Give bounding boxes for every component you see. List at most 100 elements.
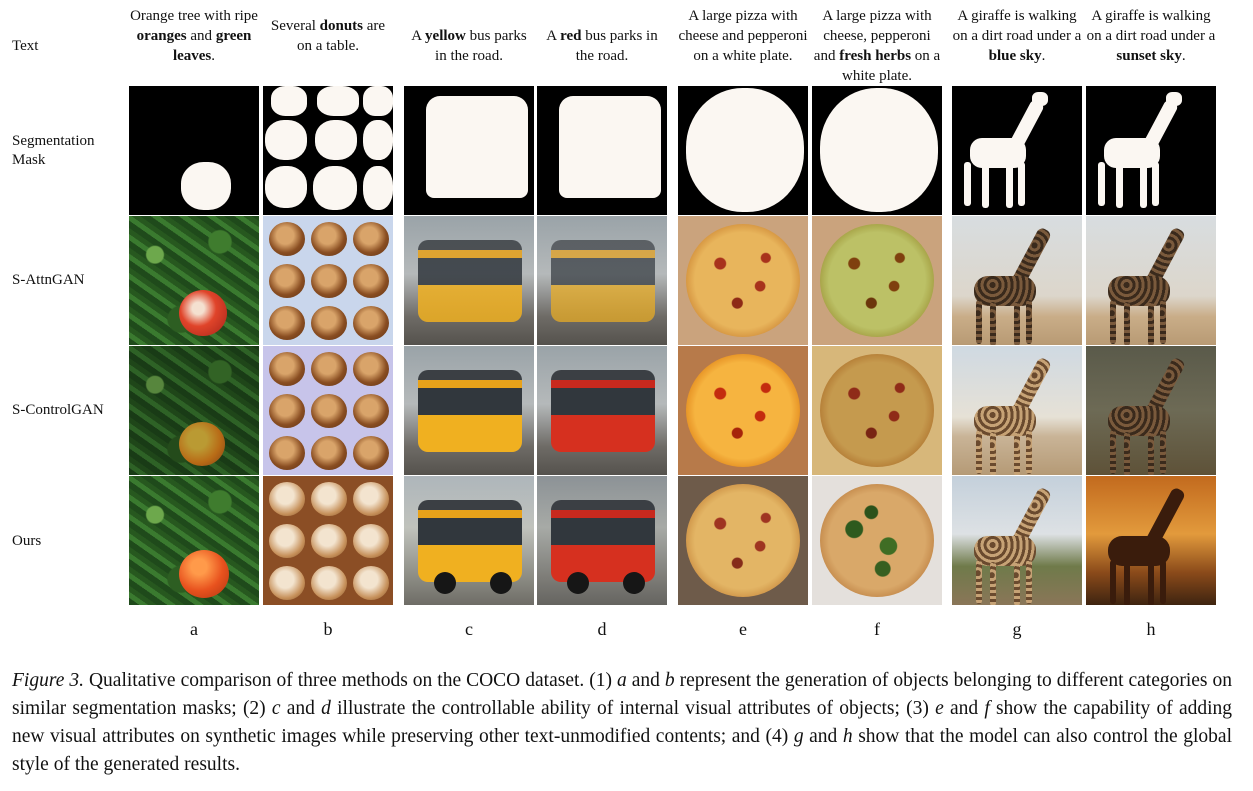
emphasis-text: h <box>842 726 853 747</box>
text-segment: A large pizza with cheese, pepperoni and <box>813 8 932 64</box>
attngan-a <box>129 216 259 345</box>
donut <box>353 306 389 340</box>
controlgan-g <box>952 346 1082 475</box>
mask-a <box>129 86 259 215</box>
column-letter-b: b <box>323 619 333 639</box>
text-segment: Orange tree with ripe <box>130 8 258 24</box>
text-segment: and <box>943 698 985 719</box>
donut <box>311 482 347 516</box>
attngan-b <box>263 216 393 345</box>
controlgan-h <box>1086 346 1216 475</box>
emphasis-text: g <box>793 726 804 747</box>
ours-f <box>812 476 942 605</box>
text-segment: A giraffe is walking on a dirt road unde… <box>1086 8 1216 44</box>
controlgan-f <box>812 346 942 475</box>
emphasis-text: donuts <box>319 18 364 34</box>
emphasis-text: f <box>984 698 990 719</box>
row-label-ours: Ours <box>12 533 42 549</box>
attngan-d <box>537 216 667 345</box>
emphasis-text: green leaves <box>172 28 252 64</box>
donut <box>311 394 347 428</box>
donut <box>269 524 305 558</box>
text-segment: show that the model can also control the… <box>12 726 1233 775</box>
column-letter-e: e <box>739 619 747 639</box>
row-label-s-controlgan: S-ControlGAN <box>12 402 104 418</box>
ours-c <box>404 476 534 605</box>
mask-e <box>678 86 808 215</box>
column-prompt-h: A giraffe is walking on a dirt road unde… <box>1086 6 1216 66</box>
text-segment: . <box>1041 48 1046 64</box>
mask-h <box>1086 86 1216 215</box>
text-segment: and <box>186 28 216 44</box>
emphasis-text: oranges <box>136 28 187 44</box>
row-label-text: Text <box>12 38 39 54</box>
text-segment: A <box>546 28 561 44</box>
mask-d <box>537 86 667 215</box>
donut <box>353 482 389 516</box>
text-segment: and <box>803 726 843 747</box>
column-letter-g: g <box>1012 619 1022 639</box>
column-letter-h: h <box>1146 619 1156 639</box>
emphasis-text: e <box>935 698 944 719</box>
ours-d <box>537 476 667 605</box>
text-segment: Several <box>270 18 320 34</box>
donut <box>311 524 347 558</box>
column-prompt-d: A red bus parks in the road. <box>537 26 667 66</box>
donut <box>353 566 389 600</box>
figure-label: Figure 3. <box>12 670 84 691</box>
text-segment: A <box>411 28 426 44</box>
giraffe <box>952 346 1082 475</box>
donut <box>269 264 305 298</box>
mask-c <box>404 86 534 215</box>
ours-e <box>678 476 808 605</box>
text-segment: are on a table. <box>296 18 386 54</box>
donut <box>353 352 389 386</box>
column-prompt-g: A giraffe is walking on a dirt road unde… <box>952 6 1082 66</box>
ours-h <box>1086 476 1216 605</box>
text-segment: on a white plate. <box>842 48 941 84</box>
donut <box>353 394 389 428</box>
emphasis-text: d <box>321 698 331 719</box>
donut <box>353 524 389 558</box>
text-segment: A giraffe is walking on a dirt road unde… <box>952 8 1082 44</box>
giraffe <box>952 216 1082 345</box>
giraffe <box>952 476 1082 605</box>
column-letter-f: f <box>874 619 880 639</box>
attngan-c <box>404 216 534 345</box>
controlgan-b <box>263 346 393 475</box>
donut <box>311 306 347 340</box>
donut <box>269 352 305 386</box>
text-segment: and <box>280 698 322 719</box>
column-letter-a: a <box>190 619 198 639</box>
column-letter-c: c <box>465 619 473 639</box>
giraffe <box>1086 476 1216 605</box>
column-prompt-f: A large pizza with cheese, pepperoni and… <box>812 6 942 86</box>
attngan-h <box>1086 216 1216 345</box>
emphasis-text: a <box>616 670 627 691</box>
text-segment: . <box>211 48 216 64</box>
ours-b <box>263 476 393 605</box>
donut <box>311 352 347 386</box>
text-segment: illustrate the controllable ability of i… <box>330 698 936 719</box>
donut <box>311 566 347 600</box>
attngan-g <box>952 216 1082 345</box>
column-letter-d: d <box>597 619 607 639</box>
attngan-f <box>812 216 942 345</box>
ours-a <box>129 476 259 605</box>
text-segment: and <box>626 670 665 691</box>
column-prompt-a: Orange tree with ripe oranges and green … <box>129 6 259 66</box>
donut <box>311 264 347 298</box>
donut <box>269 436 305 470</box>
emphasis-text: fresh herbs <box>839 48 912 64</box>
giraffe <box>1086 346 1216 475</box>
donut <box>269 566 305 600</box>
mask-g <box>952 86 1082 215</box>
column-prompt-c: A yellow bus parks in the road. <box>404 26 534 66</box>
donut <box>353 222 389 256</box>
ours-g <box>952 476 1082 605</box>
controlgan-a <box>129 346 259 475</box>
donut <box>269 394 305 428</box>
text-segment: Qualitative comparison of three methods … <box>83 670 617 691</box>
text-segment: bus parks in the road. <box>575 28 658 64</box>
giraffe <box>1086 216 1216 345</box>
